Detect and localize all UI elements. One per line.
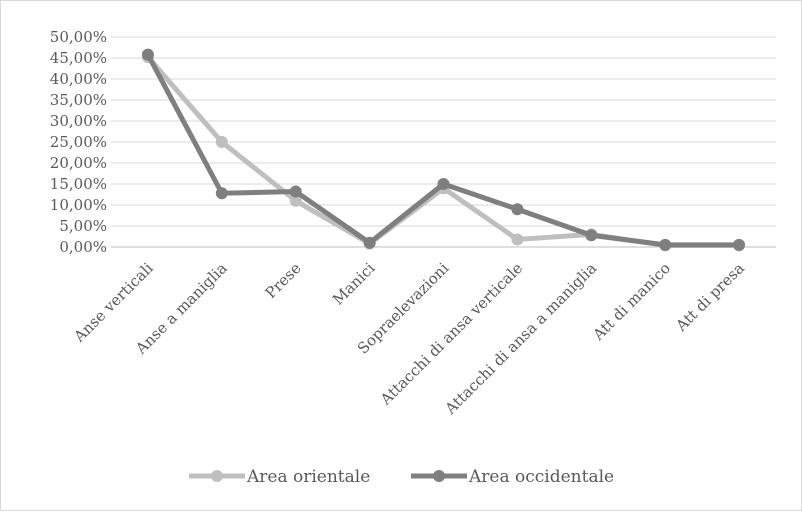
y-axis-ticks: 0,00% 5,00% 10,00% 15,00% 20,00% 25,00% 30,00%… xyxy=(50,28,107,256)
y-tick-label: 25,00% xyxy=(50,133,107,151)
legend-swatch-marker xyxy=(433,470,445,482)
data-point xyxy=(585,229,598,242)
data-point xyxy=(511,233,524,246)
x-tick-label: Att di presa xyxy=(672,259,748,335)
series-line xyxy=(145,54,742,248)
x-tick-label: Attacchi di ansa verticale xyxy=(376,259,526,409)
legend-label: Area occidentale xyxy=(468,467,614,487)
data-point xyxy=(437,178,450,190)
series-line xyxy=(145,52,742,248)
y-tick-label: 20,00% xyxy=(50,154,107,172)
legend-swatch-marker xyxy=(211,470,223,482)
data-point xyxy=(659,238,672,251)
x-tick-label: Att di manico xyxy=(589,259,674,344)
legend-item: Area orientale xyxy=(189,467,370,487)
data-point xyxy=(511,203,524,216)
gridlines xyxy=(111,36,776,248)
y-tick-label: 0,00% xyxy=(59,238,107,256)
y-tick-label: 50,00% xyxy=(50,28,107,46)
data-point xyxy=(733,238,746,251)
data-point xyxy=(289,185,302,198)
legend-label: Area orientale xyxy=(246,467,370,487)
series-1 xyxy=(141,51,746,252)
legend: Area orientale Area occidentale xyxy=(189,467,614,487)
y-tick-label: 35,00% xyxy=(50,91,107,109)
y-tick-label: 30,00% xyxy=(50,112,107,130)
data-point xyxy=(289,194,302,207)
data-point xyxy=(215,136,228,148)
series-group xyxy=(141,48,746,252)
x-tick-label: Attacchi di ansa a maniglia xyxy=(441,259,600,418)
series-2 xyxy=(141,48,746,251)
y-tick-label: 45,00% xyxy=(50,49,107,67)
y-tick-label: 15,00% xyxy=(50,175,107,193)
data-point xyxy=(363,236,376,249)
y-tick-label: 40,00% xyxy=(50,70,107,88)
x-tick-label: Prese xyxy=(262,259,305,302)
legend-item: Area occidentale xyxy=(411,467,614,487)
data-point xyxy=(215,187,228,200)
x-tick-label: Manici xyxy=(329,259,379,309)
data-point xyxy=(141,48,154,61)
y-tick-label: 5,00% xyxy=(59,217,107,235)
y-tick-label: 10,00% xyxy=(50,196,107,214)
